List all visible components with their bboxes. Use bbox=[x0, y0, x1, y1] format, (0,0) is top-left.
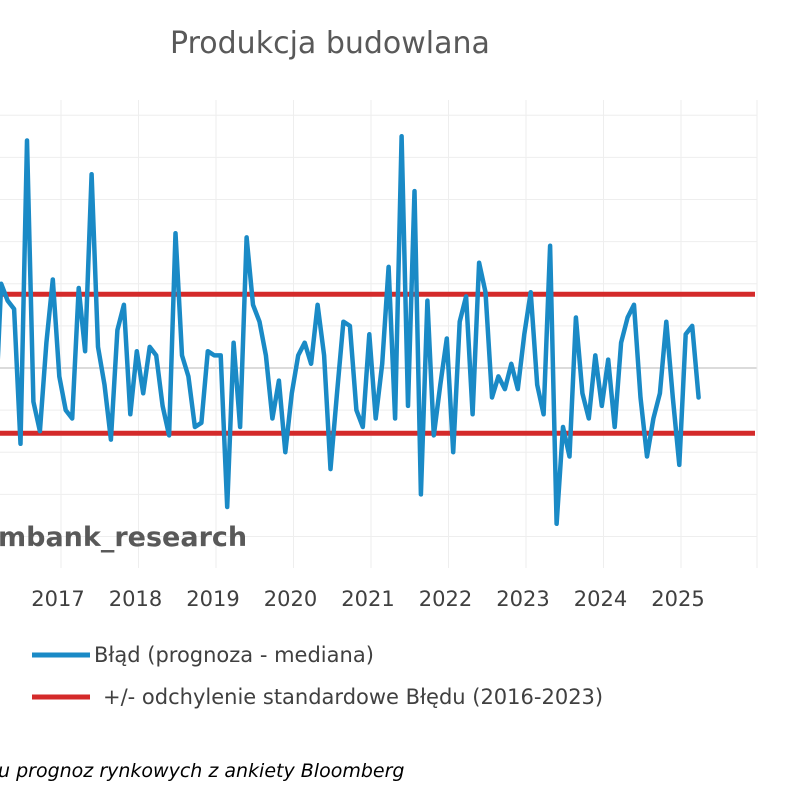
legend: Błąd (prognoza - mediana) +/- odchylenie… bbox=[32, 643, 603, 709]
x-tick-label: 2018 bbox=[109, 587, 162, 611]
x-tick-label: 2022 bbox=[419, 587, 472, 611]
x-tick-label: 2021 bbox=[341, 587, 394, 611]
x-axis-ticks: 6201720182019202020212022202320242025 bbox=[31, 587, 704, 611]
legend-label-error: Błąd (prognoza - mediana) bbox=[94, 643, 374, 667]
series-line-error bbox=[0, 134, 701, 527]
legend-label-stddev: +/- odchylenie standardowe Błędu (2016-2… bbox=[103, 685, 603, 709]
watermark: mbank_research bbox=[0, 522, 247, 553]
x-tick-label: 2023 bbox=[496, 587, 549, 611]
x-tick-label: 2020 bbox=[264, 587, 317, 611]
source-caption: u prognoz rynkowych z ankiety Bloomberg bbox=[0, 760, 405, 782]
series-layer bbox=[0, 134, 701, 527]
x-tick-label: 2017 bbox=[31, 587, 84, 611]
std-dev-bands bbox=[0, 291, 755, 436]
chart-title: Produkcja budowlana bbox=[170, 26, 490, 61]
grid bbox=[0, 100, 758, 568]
x-tick-label: 2024 bbox=[574, 587, 627, 611]
x-tick-label: 2019 bbox=[186, 587, 239, 611]
x-tick-label: 2025 bbox=[651, 587, 704, 611]
